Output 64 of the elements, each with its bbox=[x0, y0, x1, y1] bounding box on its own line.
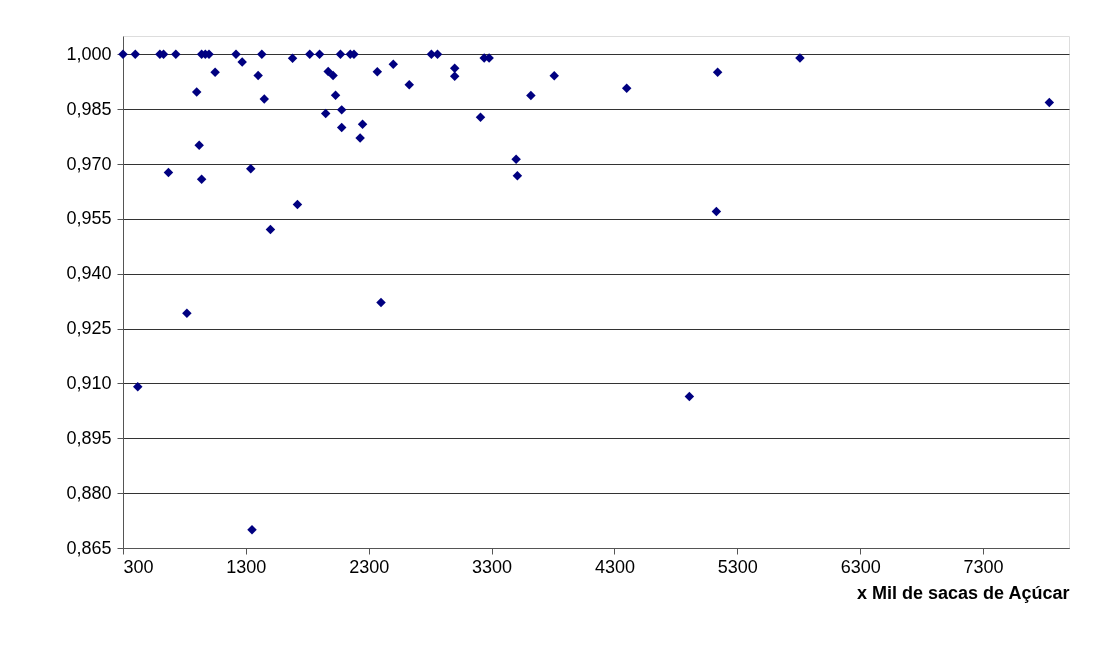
point bbox=[118, 49, 128, 60]
x-tick-label: 6300 bbox=[840, 556, 881, 577]
point bbox=[549, 71, 559, 81]
point bbox=[328, 70, 338, 81]
x-tick-label: 1300 bbox=[226, 556, 267, 577]
x-tick-label: 300 bbox=[123, 556, 154, 577]
point bbox=[336, 105, 347, 115]
point bbox=[330, 90, 341, 100]
x-tick-label: 3300 bbox=[472, 556, 513, 577]
y-tick-label: 0,880 bbox=[66, 482, 112, 503]
point bbox=[231, 49, 241, 60]
point bbox=[210, 67, 220, 77]
point bbox=[336, 122, 347, 133]
y-tick-label: 0,910 bbox=[66, 372, 112, 393]
y-tick-label: 1,000 bbox=[66, 43, 112, 64]
y-tick-label: 0,895 bbox=[66, 427, 112, 448]
point bbox=[163, 167, 174, 178]
x-tick-label: 5300 bbox=[717, 556, 758, 577]
point bbox=[171, 49, 181, 60]
x-tick-label: 4300 bbox=[594, 556, 635, 577]
point bbox=[404, 79, 414, 90]
point bbox=[287, 53, 298, 64]
point bbox=[335, 49, 346, 60]
point bbox=[253, 70, 263, 81]
point bbox=[133, 381, 143, 392]
point bbox=[130, 49, 141, 60]
point bbox=[191, 87, 202, 97]
point bbox=[1044, 97, 1055, 108]
point bbox=[711, 206, 722, 217]
point bbox=[526, 90, 536, 101]
point bbox=[712, 67, 723, 77]
point bbox=[247, 524, 257, 535]
x-tick-label: 7300 bbox=[963, 556, 1004, 577]
point bbox=[376, 297, 386, 308]
x-axis-title: x Mil de sacas de Açúcar bbox=[857, 582, 1070, 603]
y-tick-label: 0,970 bbox=[66, 153, 112, 174]
point bbox=[511, 154, 521, 164]
point bbox=[372, 67, 383, 77]
point bbox=[320, 108, 331, 119]
point bbox=[194, 140, 204, 151]
y-tick-label: 0,865 bbox=[66, 537, 112, 558]
point bbox=[259, 94, 270, 104]
y-tick-label: 0,940 bbox=[66, 263, 112, 284]
point bbox=[246, 164, 256, 174]
point bbox=[323, 66, 333, 77]
point bbox=[182, 308, 192, 318]
point bbox=[621, 83, 632, 94]
y-tick-label: 0,955 bbox=[66, 208, 112, 229]
point bbox=[684, 391, 695, 402]
point bbox=[357, 119, 368, 129]
point bbox=[449, 71, 460, 81]
point bbox=[196, 174, 207, 185]
point bbox=[449, 63, 460, 73]
point bbox=[265, 224, 276, 235]
point bbox=[257, 49, 267, 60]
y-tick-label: 0,925 bbox=[66, 318, 112, 339]
x-tick-label: 2300 bbox=[349, 556, 390, 577]
point bbox=[475, 112, 486, 122]
point bbox=[512, 170, 523, 181]
point bbox=[388, 59, 399, 69]
point bbox=[292, 199, 303, 210]
y-tick-label: 0,985 bbox=[66, 98, 112, 119]
point bbox=[305, 49, 315, 60]
point bbox=[314, 49, 325, 60]
